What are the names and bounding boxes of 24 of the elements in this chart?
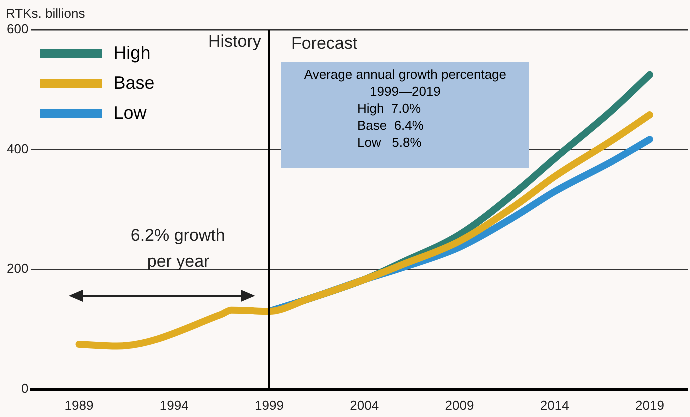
annotation: 6.2% growth <box>130 226 226 246</box>
annotation: per year <box>147 252 210 272</box>
annotation: 1999—2019 <box>369 83 442 100</box>
annotation: Forecast <box>291 34 358 54</box>
y-axis-title: RTKs. billions <box>6 6 86 21</box>
annotation: Low 5.8% <box>356 134 423 151</box>
legend-label: Base <box>114 72 155 94</box>
annotation: Base 6.4% <box>356 117 425 134</box>
y-tick-label: 600 <box>6 22 29 37</box>
y-tick-label: 200 <box>6 261 29 276</box>
annotation: History <box>208 32 262 52</box>
legend-label: Low <box>114 102 147 124</box>
x-tick-label: 1999 <box>255 398 284 413</box>
x-tick-label: 1989 <box>64 398 94 413</box>
x-tick-label: 1994 <box>160 398 189 413</box>
x-tick-label: 2019 <box>635 398 664 413</box>
annotation: Average annual growth percentage <box>303 66 508 83</box>
annotation: High 7.0% <box>356 100 422 117</box>
x-tick-label: 2004 <box>350 398 380 413</box>
x-tick-label: 2014 <box>540 398 570 413</box>
y-tick-label: 0 <box>21 380 29 396</box>
y-tick-label: 400 <box>6 141 29 156</box>
legend-label: High <box>114 42 151 64</box>
x-tick-label: 2009 <box>445 398 474 413</box>
